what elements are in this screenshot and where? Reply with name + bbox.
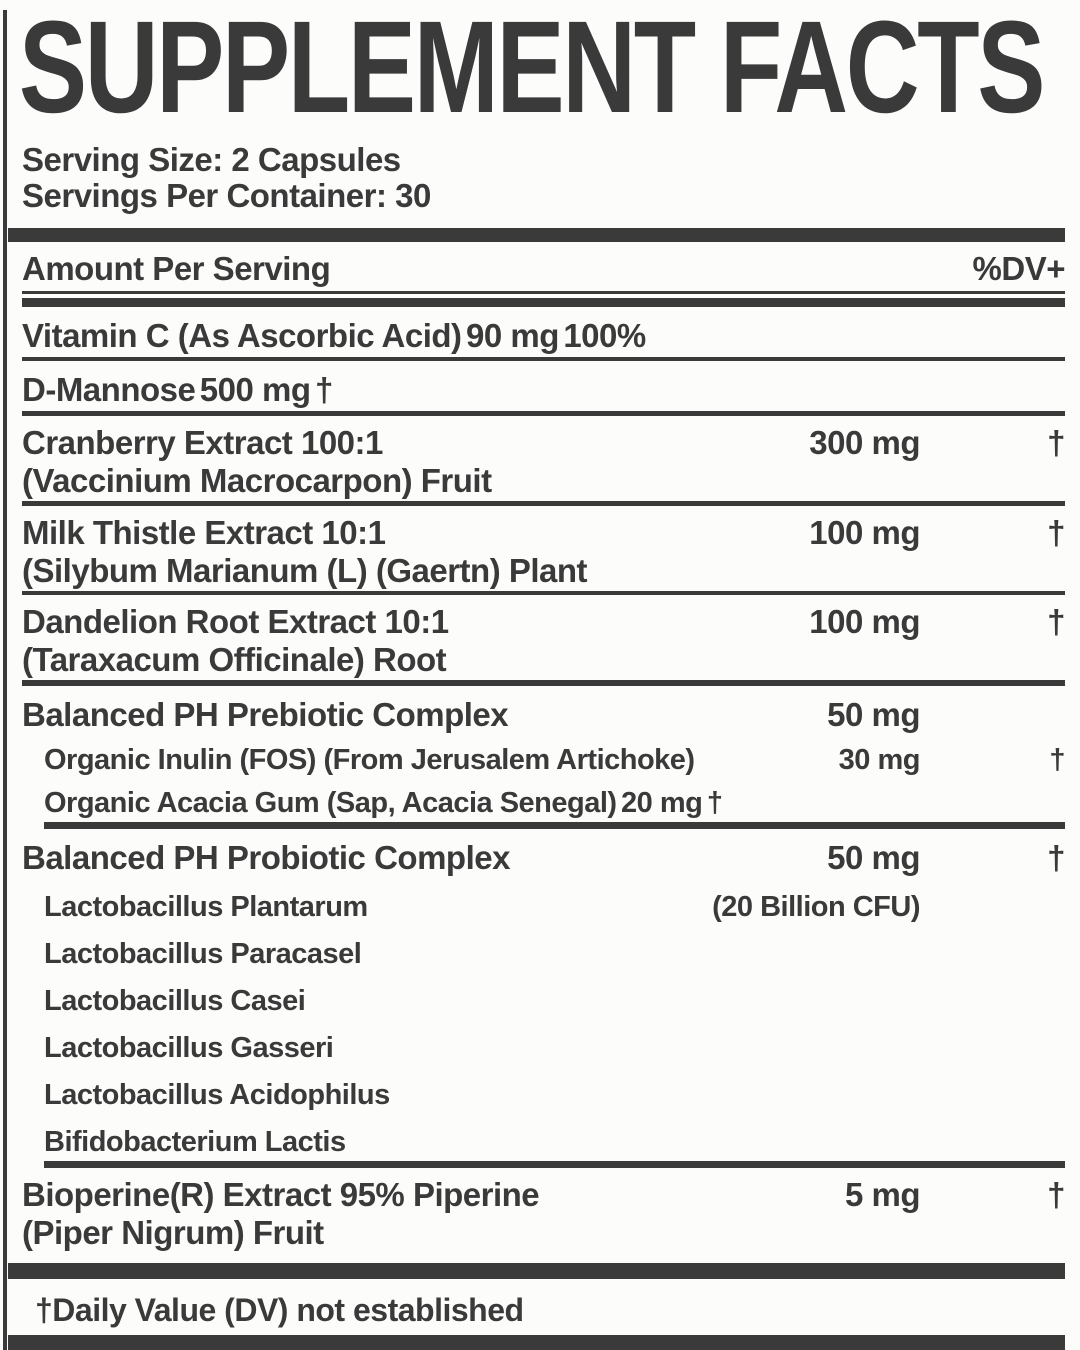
ingredient-dv: † — [1047, 513, 1065, 551]
ingredient-dv: † — [1047, 838, 1065, 876]
header-divider-bar — [22, 297, 1065, 307]
table-row-d-mannose: D-Mannose 500 mg † — [8, 361, 1065, 416]
table-row-lactobacillus-casei: Lactobacillus Casei — [8, 971, 1065, 1018]
table-row-cranberry-extract: Cranberry Extract 100:1 300 mg † (Vaccin… — [8, 416, 1066, 506]
ingredient-name: Bifidobacterium Lactis — [44, 1125, 346, 1158]
ingredient-name: Lactobacillus Acidophilus — [44, 1078, 390, 1111]
table-row-prebiotic-complex: Balanced PH Prebiotic Complex 50 mg — [8, 686, 1065, 734]
ingredient-dv: † — [1047, 602, 1065, 640]
ingredient-name: Organic Acacia Gum (Sap, Acacia Senegal) — [44, 786, 617, 819]
table-row-vitamin-c: Vitamin C (As Ascorbic Acid) 90 mg 100% — [8, 307, 1065, 361]
serving-info: Serving Size: 2 Capsules Servings Per Co… — [8, 140, 1065, 214]
table-header-row: Amount Per Serving %DV+ — [8, 249, 1066, 307]
ingredient-amount: 90 mg — [466, 316, 559, 354]
ingredient-name: Bioperine(R) Extract 95% Piperine — [22, 1175, 540, 1213]
table-row-organic-inulin: Organic Inulin (FOS) (From Jerusalem Art… — [8, 734, 1066, 777]
table-row-organic-acacia-gum: Organic Acacia Gum (Sap, Acacia Senegal)… — [8, 777, 1065, 829]
ingredient-name: D-Mannose — [22, 370, 196, 408]
ingredient-dv: † — [314, 370, 333, 408]
ingredient-name-line2: (Piper Nigrum) Fruit — [22, 1213, 324, 1251]
ingredient-name: Milk Thistle Extract 10:1 — [22, 513, 386, 551]
ingredient-name: Balanced PH Prebiotic Complex — [22, 695, 509, 733]
table-row-bioperine-extract: Bioperine(R) Extract 95% Piperine 5 mg †… — [8, 1168, 1066, 1251]
table-row-milk-thistle-extract: Milk Thistle Extract 10:1 100 mg † (Sily… — [8, 506, 1066, 595]
ingredient-dv: † — [1047, 1175, 1065, 1213]
ingredient-name: Cranberry Extract 100:1 — [22, 423, 383, 461]
ingredient-dv: 100% — [563, 316, 646, 354]
ingredient-name-line2: (Silybum Marianum (L) (Gaertn) Plant — [22, 552, 1065, 595]
table-row-lactobacillus-paracasel: Lactobacillus Paracasel — [8, 924, 1065, 971]
ingredient-amount: 50 mg — [827, 695, 920, 733]
ingredient-name: Organic Inulin (FOS) (From Jerusalem Art… — [44, 743, 695, 776]
ingredient-name: Lactobacillus Paracasel — [44, 937, 362, 970]
ingredient-name: Lactobacillus Casei — [44, 984, 306, 1017]
serving-size: Serving Size: 2 Capsules — [22, 140, 401, 178]
ingredient-name-line2: (Taraxacum Officinale) Root — [22, 641, 1065, 686]
ingredient-name: Dandelion Root Extract 10:1 — [22, 602, 449, 640]
ingredient-dv: † — [706, 786, 723, 819]
ingredient-dv: † — [1049, 743, 1065, 776]
ingredient-amount: 5 mg — [844, 1175, 921, 1213]
ingredient-name: Lactobacillus Plantarum — [44, 890, 368, 923]
ingredient-amount: 30 mg — [838, 743, 921, 776]
ingredient-amount: 500 mg — [199, 370, 311, 408]
dv-column-label: %DV+ — [972, 249, 1066, 287]
divider-bar-footnote-top — [8, 1262, 1065, 1279]
daily-value-footnote: †Daily Value (DV) not established — [35, 1291, 524, 1328]
table-row-dandelion-root-extract: Dandelion Root Extract 10:1 100 mg † (Ta… — [8, 595, 1066, 686]
amount-per-serving-label: Amount Per Serving — [22, 249, 331, 287]
left-border-rule — [3, 10, 7, 1350]
table-row-bifidobacterium-lactis: Bifidobacterium Lactis — [8, 1112, 1065, 1168]
ingredient-amount: 100 mg — [809, 513, 920, 551]
ingredient-amount: 20 mg — [621, 786, 703, 819]
ingredient-amount: (20 Billion CFU) — [712, 890, 920, 923]
table-row-lactobacillus-plantarum: Lactobacillus Plantarum (20 Billion CFU) — [8, 877, 1065, 924]
ingredient-name: Vitamin C (As Ascorbic Acid) — [22, 316, 462, 354]
ingredient-name-line2: (Vaccinium Macrocarpon) Fruit — [22, 462, 1065, 506]
table-row-lactobacillus-acidophilus: Lactobacillus Acidophilus — [8, 1065, 1065, 1112]
ingredient-name: Lactobacillus Gasseri — [44, 1031, 334, 1064]
table-row-lactobacillus-gasseri: Lactobacillus Gasseri — [8, 1018, 1065, 1065]
table-row-probiotic-complex: Balanced PH Probiotic Complex 50 mg † — [8, 829, 1066, 877]
divider-bar-bottom — [8, 1335, 1065, 1350]
divider-bar-top — [8, 227, 1065, 242]
ingredient-amount: 300 mg — [809, 423, 920, 461]
ingredient-amount: 50 mg — [827, 838, 920, 876]
ingredient-amount: 100 mg — [809, 602, 920, 640]
ingredient-name: Balanced PH Probiotic Complex — [22, 838, 510, 876]
servings-per-container: Servings Per Container: 30 — [22, 176, 431, 214]
ingredient-dv: † — [1047, 423, 1065, 461]
panel-title: SUPPLEMENT FACTS — [18, 0, 1046, 140]
